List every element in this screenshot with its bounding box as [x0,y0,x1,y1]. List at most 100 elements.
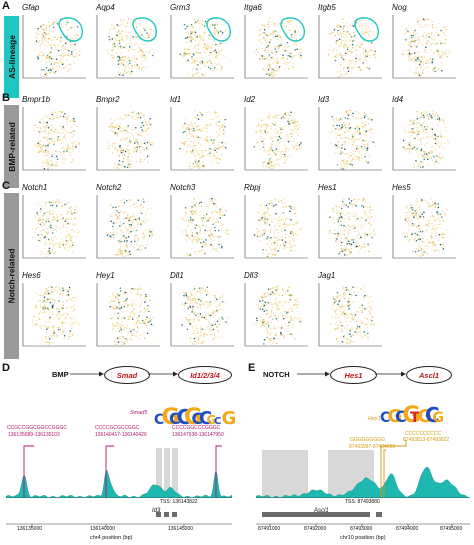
umap-plot [392,15,456,79]
panel-d-motif1-seq: CCGCCGGCGGCCGGGC [7,425,67,431]
as-lineage-outline [58,17,83,42]
gene-label: Dll3 [244,271,258,280]
panel-e-signal-track [256,440,470,498]
motif-letter: C [192,409,204,426]
panel-d-motif2-range: 136140417-136140426 [95,432,147,438]
exon-box [156,512,161,517]
highlight-region [156,448,162,498]
gene-label: Notch3 [170,183,196,192]
motif-letter: C [425,403,440,424]
motif-letter: C [154,412,164,426]
panel-e-motif-label: Hey1 [368,416,381,422]
motif-letter: G [207,413,217,426]
gene-label: Itga6 [244,3,262,12]
motif-letter: G [184,405,202,426]
umap-plot [96,195,160,259]
panel-letter-a: A [2,0,10,12]
gene-label: Bmpr2 [96,95,120,104]
gene-label: Hes5 [392,183,411,192]
umap-plot [22,15,86,79]
as-lineage-outline [354,17,379,42]
panel-e-xlabel: chr10 position (bp) [340,535,386,541]
gene-label: Dll1 [170,271,184,280]
umap-plot [22,195,86,259]
highlight-region [164,448,170,498]
as-lineage-outline [206,17,231,42]
panel-e-pathway: NOTCH [263,370,290,379]
umap-plot [392,107,456,171]
panel-d-tick-3: 136145000 [168,526,194,532]
gene-label: Grm3 [170,3,190,12]
umap-plot [170,283,234,347]
motif-pointer [380,440,407,498]
gene-label: Jag1 [318,271,336,280]
panel-d-tick-1: 136135000 [17,526,43,532]
umap-plot [96,15,160,79]
exon-box [172,512,177,517]
as-lineage-outline [280,17,305,42]
panel-letter-c: C [2,180,10,192]
panel-d-smad-oval: Smad [104,366,150,384]
panel-d-motif1-range: 136135089-136135103 [8,432,60,438]
umap-plot [170,15,234,79]
panel-e-motif1-range: 87493997-87494006 [349,444,396,450]
panel-e-motif2-seq: CCCCCCCCCC [405,431,442,437]
umap-plot [318,107,382,171]
panel-e-gene-name: Ascl1 [314,508,329,514]
signal-area [6,469,232,498]
as-lineage-outline [132,17,157,42]
umap-plot [22,107,86,171]
panel-e-tick-1: 87491000 [258,526,281,532]
umap-plot [96,283,160,347]
motif-letter: C [214,416,221,426]
panel-e-tick-3: 87493000 [350,526,373,532]
gene-label: Notch1 [22,183,48,192]
highlight-region [172,448,178,498]
umap-plot [392,195,456,259]
signal-area [256,466,470,498]
motif-pointer [105,445,114,498]
gene-label: Aqp4 [96,3,115,12]
motif-letter: G [388,406,403,424]
motif-letter: G [222,408,237,426]
panel-e-tick-2: 87492000 [304,526,327,532]
motif-letter: G [433,410,445,424]
panel-e-tick-4: 87494000 [396,526,419,532]
umap-plot [244,107,308,171]
motif-letter: G [418,406,433,424]
umap-plot [22,283,86,347]
panel-letter-e: E [248,362,256,374]
panel-e-gene-model [256,512,470,527]
gene-label: Hey1 [96,271,115,280]
panel-b-side-label: BMP-related [4,105,19,188]
gene-label: Itgb5 [318,3,336,12]
panel-e-tss: TSS: 87493880 [345,499,380,505]
panel-d-tick-2: 136140000 [90,526,116,532]
umap-plot [244,195,308,259]
motif-letter: C [199,408,212,426]
motif-pointer [23,445,34,498]
panel-e-ascl1-oval: Ascl1 [406,366,452,384]
gene-label: Rbpj [244,183,261,192]
umap-plot [170,195,234,259]
exon-box [164,512,169,517]
motif-letter: C [380,410,390,424]
motif-pointer [383,449,386,498]
panel-d-signal-track [6,445,232,498]
panel-letter-b: B [2,92,10,104]
gene-label: Bmpr1b [22,95,51,104]
umap-plot [244,283,308,347]
gene-label: Hes6 [22,271,41,280]
umap-plot [170,107,234,171]
motif-letter: C [395,407,407,424]
panel-d-gene-name: Id3 [152,508,161,514]
panel-d-tss: TSS: 136143822 [160,499,198,505]
motif-pointer [215,445,222,498]
umap-plot [96,107,160,171]
panel-e-hes1-oval: Hes1 [330,366,377,384]
panel-d-motif2-seq: CCCCGCGCCGGC [95,425,140,431]
umap-plot [318,283,382,347]
